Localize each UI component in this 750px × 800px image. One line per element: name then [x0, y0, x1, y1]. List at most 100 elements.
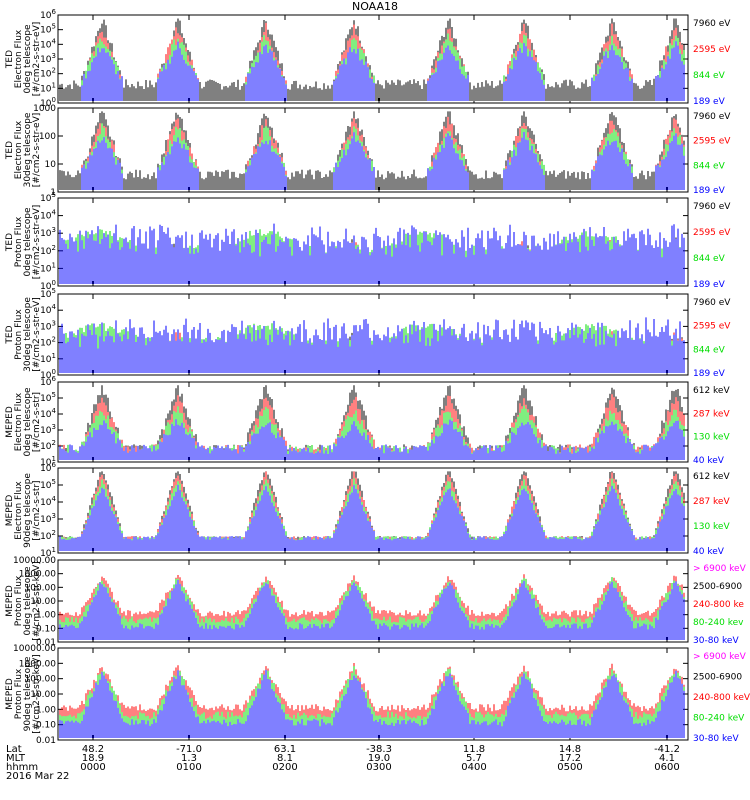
panel-7-ylabel-line: 0deg telescope	[23, 566, 33, 636]
footer-value: -71.0	[176, 744, 202, 755]
footer-value: 48.2	[81, 744, 105, 755]
panel-1-ytick-label: 104	[40, 37, 56, 50]
footer-value: 0100	[176, 762, 202, 773]
panel-3-ytick-label: 100	[40, 279, 56, 292]
panel-6-ylabel-line: MEPED	[5, 495, 15, 527]
footer-value: -41.2	[654, 744, 680, 755]
panel-8-ytick-label: 0.01	[36, 736, 56, 746]
panel-6-frame	[57, 467, 689, 554]
panel-2-frame	[57, 107, 689, 193]
footer-row-label: MLT	[6, 753, 25, 764]
panel-6-legend-entry: 612 keV	[693, 472, 730, 482]
panel-6-legend-entry: 130 keV	[693, 522, 730, 532]
panel-6-legend-entry: 287 keV	[693, 497, 730, 507]
panel-3-ytick-label: 103	[40, 226, 56, 239]
panel-2-series-4-trace	[81, 132, 685, 190]
panel-3-ylabel-line: [#/cm2-s-str-eV]	[32, 205, 42, 280]
footer-value: 0500	[557, 762, 583, 773]
panel-4-frame	[57, 293, 689, 376]
panel-5-legend-entry: 287 keV	[693, 409, 730, 419]
panel-4-legend-entry: 7960 eV	[693, 298, 731, 308]
panel-8-ytick-label: 10.00	[30, 690, 56, 700]
panel-5-ytick-label: 102	[40, 439, 56, 452]
panel-3-legend-entry: 844 eV	[693, 254, 726, 264]
panel-7-legend-entry: 2500-6900	[693, 582, 742, 592]
panel-1-legend-entry: 2595 eV	[693, 45, 731, 55]
panel-6-ytick-label: 102	[40, 529, 56, 542]
panel-5-ylabel-line: MEPED	[5, 406, 15, 438]
panel-5-ytick-label: 103	[40, 423, 56, 436]
panel-1-ylabel-line: [#/cm2-s-str-eV]	[32, 22, 42, 97]
panel-5-ytick-label: 101	[40, 455, 56, 468]
panel-3-legend-entry: 189 eV	[693, 280, 726, 290]
panel-8-ylabel-line: MEPED	[5, 678, 15, 710]
panel-8-ylabel-line: 90deg telescope	[23, 656, 33, 731]
footer-row-label: hhmm	[6, 762, 39, 773]
panel-2-ylabel-line: 30deg telescope	[23, 112, 33, 187]
panel-7-ytick-label: 0.01	[36, 638, 56, 648]
panel-1-ytick-label: 105	[40, 23, 56, 36]
chart-title: NOAA18	[351, 0, 399, 13]
panel-2-legend-entry: 2595 eV	[693, 137, 731, 147]
panel-5-ylabel-line: Electron Flux	[14, 392, 24, 451]
panel-1-legend-entry: 7960 eV	[693, 19, 731, 29]
panel-8-ylabel-line: [#/cm2-s-str-keV]	[32, 654, 42, 733]
panel-8-ytick-label: 100.00	[25, 675, 57, 685]
footer-value: 14.8	[558, 744, 582, 755]
panel-8-legend-entry: 2500-6900	[693, 673, 742, 683]
panel-5-frame	[57, 381, 689, 463]
panel-6-ylabel-line: 90deg telescope	[23, 473, 33, 548]
panel-8-legend-entry: 30-80 keV	[693, 734, 739, 744]
panel-1-legend-entry: 844 eV	[693, 71, 726, 81]
panel-7-ylabel-line: [#/cm2-s-str-keV]	[32, 561, 42, 640]
panel-8-series-5-trace	[59, 669, 685, 738]
panel-3-ylabel-line: 0deg telescope	[23, 207, 33, 277]
panel-7-ytick-label: 100.00	[25, 583, 57, 593]
panel-8-legend-entry: > 6900 keV	[693, 652, 747, 662]
panel-6-ytick-label: 106	[40, 461, 56, 474]
panel-4-ylabel-line: 30deg telescope	[23, 297, 33, 372]
panel-4-ylabel-line: [#/cm2-s-str-eV]	[32, 297, 42, 372]
panel-8-legend-entry: 240-800 keV	[693, 693, 750, 703]
panel-2-ytick-label: 100	[39, 132, 56, 142]
footer-value: 63.1	[273, 744, 297, 755]
panel-1-ytick-label: 102	[40, 67, 56, 80]
footer-value: 0400	[461, 762, 487, 773]
panel-2-legend-entry: 7960 eV	[693, 112, 731, 122]
panel-6-ytick-label: 104	[40, 495, 56, 508]
panel-6-ylabel-line: Electron Flux	[14, 481, 24, 540]
panel-2-legend-entry: 189 eV	[693, 186, 726, 196]
panel-2-ylabel-line: Electron Flux	[14, 120, 24, 179]
panel-5-ylabel-line: 0deg telescope	[23, 387, 33, 457]
panel-7-ytick-label: 1.00	[36, 611, 56, 621]
footer-value: 17.2	[558, 753, 582, 764]
panel-8-series-2-trace	[89, 694, 685, 738]
panel-2-ytick-label: 1	[50, 188, 56, 198]
panel-5-ytick-label: 104	[40, 407, 56, 420]
panel-7-ytick-label: 10.00	[30, 597, 56, 607]
footer-value: 0000	[80, 762, 106, 773]
panel-4-series-4-trace	[59, 317, 685, 373]
panel-6-ytick-label: 105	[40, 478, 56, 491]
panel-2-ylabel-line: TED	[5, 141, 15, 160]
panel-1-ylabel-line: 0deg telescope	[23, 24, 33, 94]
footer-row-label: Lat	[6, 744, 22, 755]
panel-4-ytick-label: 100	[40, 368, 56, 381]
panel-3-legend-entry: 7960 eV	[693, 202, 731, 212]
panel-3-ylabel-line: TED	[5, 233, 15, 252]
panel-3-ytick-label: 105	[40, 191, 56, 204]
panel-4-ytick-label: 102	[40, 336, 56, 349]
panel-8-ytick-label: 1.00	[36, 705, 56, 715]
footer-value: 19.0	[367, 753, 391, 764]
panel-7-series-5-trace	[59, 580, 685, 640]
footer-value: 18.9	[81, 753, 105, 764]
panel-7-legend-entry: > 6900 keV	[693, 564, 747, 574]
footer-value: 0300	[366, 762, 392, 773]
footer-value: 5.7	[466, 753, 482, 764]
panel-5-legend-entry: 40 keV	[693, 456, 725, 466]
panel-3-ylabel-line: Proton Flux	[14, 216, 24, 267]
panel-6-legend-entry: 40 keV	[693, 547, 725, 557]
panel-4-ylabel-line: TED	[5, 325, 15, 344]
panel-7-ytick-label: 10000.00	[13, 556, 56, 566]
